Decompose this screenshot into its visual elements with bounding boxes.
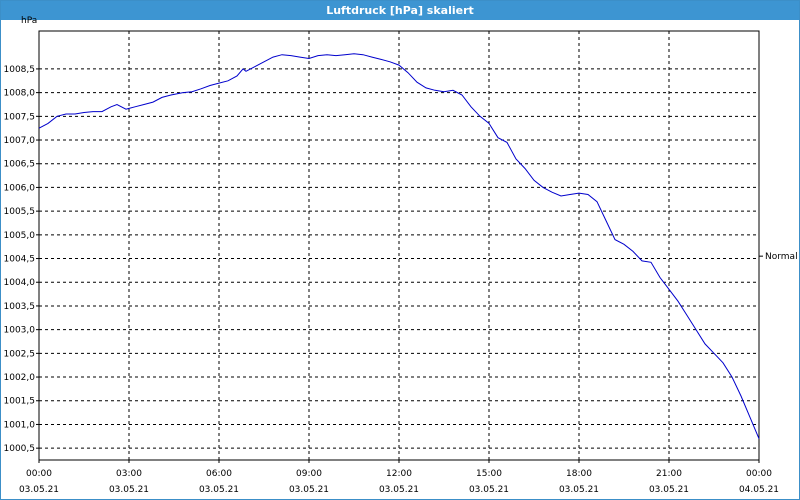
y-tick-label: 1000,5 [4, 444, 36, 454]
y-axis: 1000,5 1001,0 1001,5 1002,0 1002,5 1003,0 1003… [4, 65, 39, 454]
x-tick-time: 21:00 [656, 469, 682, 479]
reference-line: Normal [759, 252, 798, 262]
y-tick-label: 1006,0 [4, 183, 36, 193]
x-tick-time: 03:00 [116, 469, 142, 479]
x-tick-time: 18:00 [566, 469, 592, 479]
reference-label: Normal [765, 252, 798, 262]
x-tick-date: 03.05.21 [559, 485, 599, 495]
y-tick-label: 1007,0 [4, 136, 36, 146]
x-tick-date: 04.05.21 [739, 485, 779, 495]
x-tick-date: 03.05.21 [199, 485, 239, 495]
y-tick-label: 1002,0 [4, 373, 36, 383]
x-tick-time: 09:00 [296, 469, 322, 479]
y-tick-label: 1001,0 [4, 420, 36, 430]
y-tick-label: 1005,5 [4, 207, 36, 217]
x-tick-time: 00:00 [746, 469, 772, 479]
y-tick-label: 1001,5 [4, 397, 36, 407]
y-tick-label: 1003,5 [4, 302, 36, 312]
x-tick-date: 03.05.21 [469, 485, 509, 495]
y-tick-label: 1002,5 [4, 349, 36, 359]
y-tick-label: 1005,0 [4, 231, 36, 241]
series-line [38, 53, 760, 439]
x-tick-date: 03.05.21 [379, 485, 419, 495]
window-title: Luftdruck [hPa] skaliert [1, 1, 799, 20]
x-axis: 00:00 03.05.21 03:00 03.05.21 06:00 03.05.21 0… [19, 460, 779, 495]
x-tick-date: 03.05.21 [289, 485, 329, 495]
x-tick-time: 12:00 [386, 469, 412, 479]
y-tick-label: 1008,0 [4, 89, 36, 99]
x-tick-date: 03.05.21 [109, 485, 149, 495]
y-axis-label: hPa [21, 16, 37, 26]
y-tick-label: 1006,5 [4, 160, 36, 170]
y-tick-label: 1007,5 [4, 112, 36, 122]
x-tick-time: 00:00 [26, 469, 52, 479]
x-tick-time: 15:00 [476, 469, 502, 479]
x-tick-date: 03.05.21 [649, 485, 689, 495]
plot-area [38, 30, 760, 461]
y-tick-label: 1008,5 [4, 65, 36, 75]
x-tick-time: 06:00 [206, 469, 232, 479]
y-tick-label: 1003,0 [4, 326, 36, 336]
y-tick-label: 1004,5 [4, 255, 36, 265]
x-tick-date: 03.05.21 [19, 485, 59, 495]
y-tick-label: 1004,0 [4, 278, 36, 288]
grid [39, 31, 759, 460]
